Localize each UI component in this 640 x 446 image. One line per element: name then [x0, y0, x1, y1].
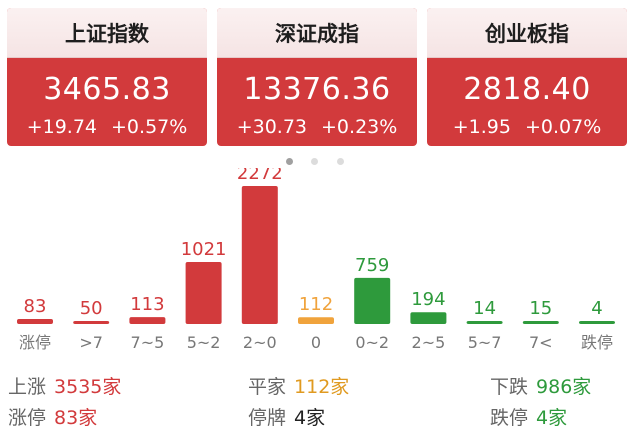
stat-label: 跌停 [490, 407, 529, 429]
bar-value-label: 194 [411, 289, 445, 310]
bar-1 [73, 321, 110, 324]
bar-value-label: 83 [24, 296, 47, 317]
distribution-bar-chart: 83 涨停 50 >7 113 7~5 1021 5~2 2272 2~0 112 0 759 0~2 19… [17, 168, 615, 352]
index-value: 3465.83 [43, 72, 171, 107]
bar-category-label: 2~5 [412, 333, 446, 352]
index-name: 上证指数 [7, 8, 207, 58]
bar-value-label: 14 [473, 298, 496, 319]
index-name: 创业板指 [427, 8, 627, 58]
bar-value-label: 112 [299, 294, 333, 315]
bar-category-label: 跌停 [581, 333, 613, 352]
stat-limit-down: 跌停 4家 [490, 403, 567, 430]
index-card-shenzhen[interactable]: 深证成指 13376.36 +30.73 +0.23% [217, 8, 417, 146]
index-change-pct: +0.23% [321, 116, 398, 138]
index-cards: 上证指数 3465.83 +19.74 +0.57% 深证成指 13376.36… [0, 8, 640, 146]
bar-6 [354, 277, 391, 324]
bar-value-label: 15 [529, 298, 552, 319]
index-change-row: +19.74 +0.57% [7, 116, 207, 138]
pager-dot[interactable] [286, 158, 293, 165]
index-change-row: +1.95 +0.07% [427, 116, 627, 138]
index-change: +30.73 [236, 116, 308, 138]
stat-rise: 上涨 3535家 [8, 372, 121, 399]
index-card-chinext[interactable]: 创业板指 2818.40 +1.95 +0.07% [427, 8, 627, 146]
stat-label: 下跌 [490, 376, 529, 398]
bar-value-label: 2272 [237, 168, 283, 184]
index-value: 2818.40 [463, 72, 591, 107]
bar-category-label: 0 [311, 333, 321, 352]
bar-category-label: 0~2 [355, 333, 389, 352]
index-change: +1.95 [452, 116, 511, 138]
bar-value-label: 759 [355, 255, 389, 276]
market-stats: 上涨 3535家 平家 112家 下跌 986家 涨停 83家 停牌 4家 跌停… [0, 368, 640, 446]
bar-0 [17, 319, 53, 324]
index-value: 13376.36 [243, 72, 391, 107]
bar-5 [298, 317, 334, 324]
bar-category-label: >7 [79, 333, 103, 352]
stat-value: 112家 [294, 376, 350, 398]
stat-label: 停牌 [248, 407, 287, 429]
stat-value: 3535家 [54, 376, 122, 398]
stat-suspended: 停牌 4家 [248, 403, 325, 430]
index-name: 深证成指 [217, 8, 417, 58]
bar-category-label: 2~0 [243, 333, 277, 352]
bar-7 [410, 312, 447, 324]
stat-value: 83家 [54, 407, 98, 429]
bar-3 [185, 262, 222, 324]
bar-category-label: 7< [529, 333, 553, 352]
bar-8 [466, 321, 503, 324]
stat-label: 涨停 [8, 407, 47, 429]
bar-category-label: 涨停 [19, 333, 51, 352]
carousel-pager [0, 158, 640, 166]
bar-2 [129, 317, 166, 324]
bar-category-label: 5~7 [468, 333, 502, 352]
stat-limit-up: 涨停 83家 [8, 403, 97, 430]
index-change-row: +30.73 +0.23% [217, 116, 417, 138]
stat-label: 上涨 [8, 376, 47, 398]
stat-label: 平家 [248, 376, 287, 398]
bar-9 [522, 321, 559, 324]
stat-value: 4家 [294, 407, 326, 429]
index-change: +19.74 [26, 116, 98, 138]
bar-value-label: 4 [591, 298, 602, 319]
bar-category-label: 7~5 [131, 333, 165, 352]
bar-4 [241, 186, 278, 324]
bar-10 [579, 321, 615, 324]
bar-value-label: 1021 [181, 239, 227, 260]
stat-flat: 平家 112家 [248, 372, 349, 399]
stat-value: 4家 [536, 407, 568, 429]
index-change-pct: +0.07% [524, 116, 602, 138]
index-change-pct: +0.57% [111, 116, 188, 138]
pager-dot[interactable] [311, 158, 318, 165]
index-card-shanghai[interactable]: 上证指数 3465.83 +19.74 +0.57% [7, 8, 207, 146]
bar-category-label: 5~2 [187, 333, 221, 352]
bar-value-label: 50 [80, 298, 103, 319]
stat-value: 986家 [536, 376, 592, 398]
stat-fall: 下跌 986家 [490, 372, 591, 399]
bar-value-label: 113 [130, 294, 164, 315]
pager-dot[interactable] [337, 158, 344, 165]
